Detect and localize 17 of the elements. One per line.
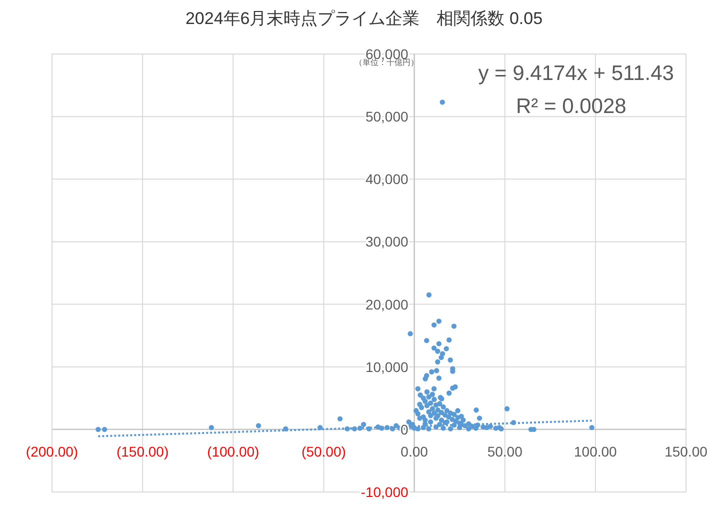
y-tick-label: 20,000 xyxy=(365,296,408,312)
y-tick-label: -10,000 xyxy=(360,484,408,500)
y-tick-label: 30,000 xyxy=(365,234,408,250)
annotation: R² = 0.0028 xyxy=(516,95,626,118)
y-tick-label: 10,000 xyxy=(365,358,408,375)
x-tick-label: (100.00) xyxy=(207,443,260,460)
x-tick-label: 0.00 xyxy=(400,443,428,460)
x-tick-label: (200.00) xyxy=(26,443,78,460)
x-tick-label: 50.00 xyxy=(487,443,523,460)
y-tick-label: 50,000 xyxy=(365,108,408,125)
chart-title: 2024年6月末時点プライム企業 相関係数 0.05 xyxy=(185,9,543,28)
annotation: y = 9.4174x + 511.43 xyxy=(478,62,674,85)
x-tick-label: (150.00) xyxy=(116,443,169,460)
x-tick-label: 150.00 xyxy=(664,443,708,460)
x-tick-label: 100.00 xyxy=(574,443,618,460)
x-tick-label: (50.00) xyxy=(302,443,346,460)
y-tick-label: 40,000 xyxy=(365,171,408,188)
